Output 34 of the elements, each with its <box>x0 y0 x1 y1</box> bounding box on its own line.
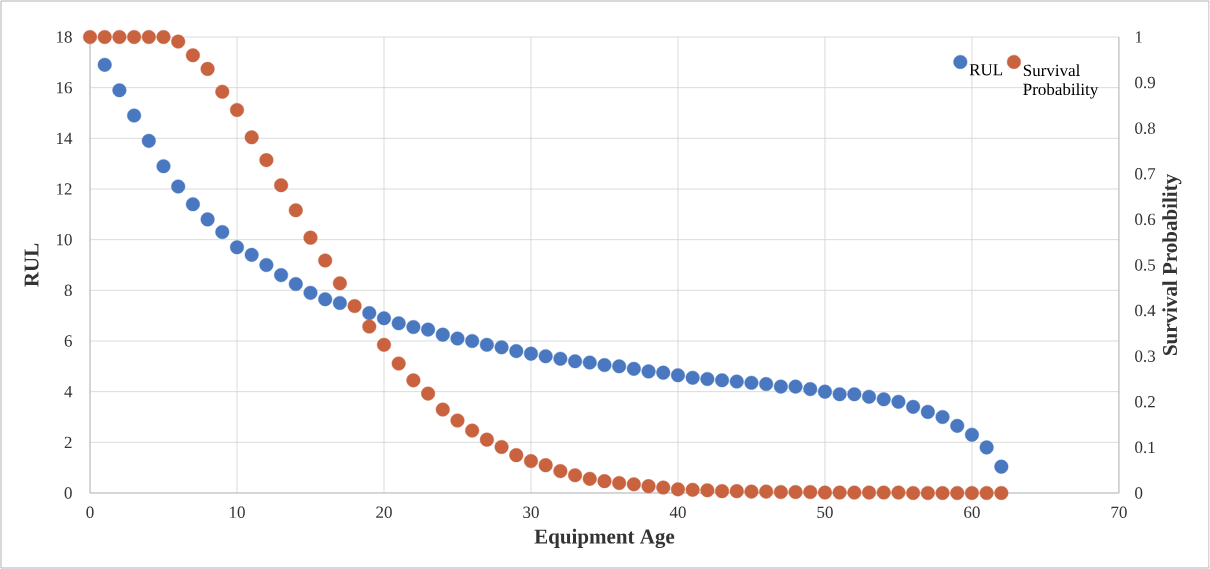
x-tick-label: 50 <box>817 506 833 518</box>
y-tick-label: 2 <box>64 436 72 448</box>
y-tick-label: 12 <box>56 183 72 195</box>
y2-tick-label: 0.5 <box>1135 259 1156 271</box>
y2-tick-label: 0.9 <box>1135 76 1156 89</box>
y-tick-label: 6 <box>64 335 72 347</box>
y2-tick-label: 0.1 <box>1135 441 1155 454</box>
y2-tick-label: 0.7 <box>1135 168 1156 180</box>
y-tick-label: 18 <box>56 31 72 43</box>
y-tick-label: 4 <box>64 386 73 398</box>
x-tick-label: 40 <box>669 506 686 518</box>
x-tick-label: 20 <box>376 506 392 518</box>
x-tick-label: 0 <box>86 506 94 518</box>
x-tick-label: 10 <box>229 506 245 518</box>
y2-tick-label: 0.4 <box>1135 304 1156 317</box>
x-axis-title: Equipment Age <box>534 528 675 549</box>
y2-tick-label: 0 <box>1135 487 1143 499</box>
y2-tick-label: 0.6 <box>1135 213 1156 226</box>
legend-label: Survival Probability <box>1023 64 1099 99</box>
y2-tick-label: 0.2 <box>1135 396 1155 408</box>
legend-label: RUL <box>969 64 1003 76</box>
y2-tick-label: 0.3 <box>1135 350 1156 362</box>
y2-tick-label: 0.8 <box>1135 122 1156 134</box>
x-tick-label: 60 <box>964 506 980 518</box>
y-axis-title: RUL <box>24 243 39 287</box>
y2-tick-label: 1 <box>1135 31 1142 43</box>
y-tick-label: 8 <box>64 284 72 297</box>
y-tick-label: 0 <box>64 487 72 499</box>
x-tick-label: 70 <box>1111 506 1127 518</box>
y2-axis-title: Survival Probability <box>1162 174 1182 355</box>
y-tick-label: 16 <box>56 81 72 94</box>
y-tick-label: 10 <box>56 233 72 246</box>
y-tick-label: 14 <box>56 132 73 144</box>
x-tick-label: 30 <box>523 506 539 518</box>
